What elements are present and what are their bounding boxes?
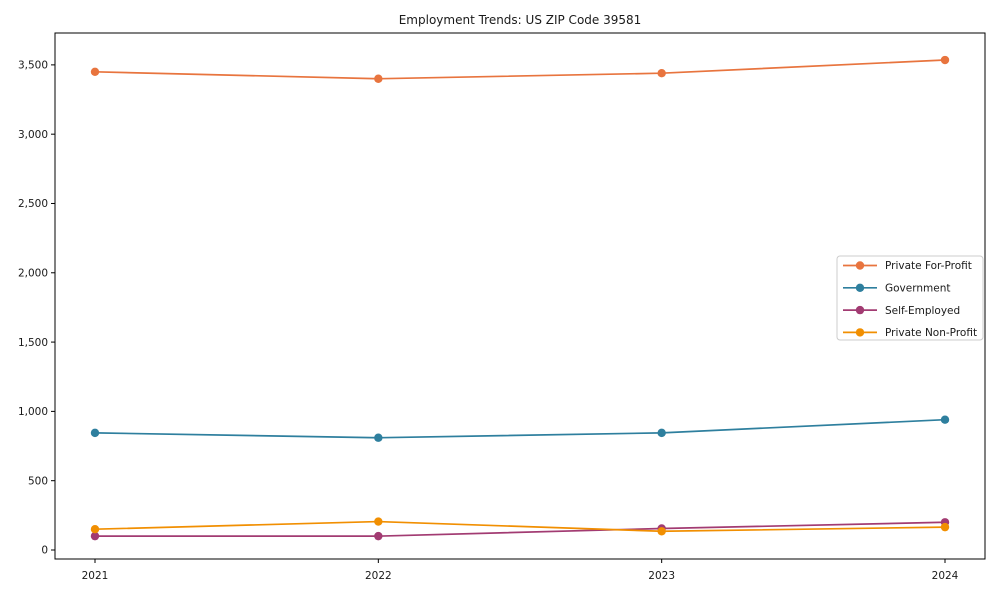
y-axis-tick-label: 3,500 [18, 60, 48, 72]
legend-item-label: Private For-Profit [885, 260, 972, 272]
legend-marker-icon [855, 328, 865, 337]
y-axis-tick-label: 2,500 [18, 198, 48, 210]
legend-marker-icon [855, 261, 865, 270]
series-line-self-employed [94, 521, 946, 537]
data-point [374, 531, 383, 541]
data-point [374, 517, 383, 526]
legend: Private For-Profit Government Self-Employe… [836, 255, 984, 341]
legend-item: Government [843, 283, 950, 295]
chart-title: Employment Trends: US ZIP Code 39581 [399, 13, 642, 27]
data-point [90, 531, 100, 541]
y-axis-tick-label: 3,000 [18, 129, 48, 141]
plot-area: 0 500 1,000 1,500 2,000 2,500 3,000 3,500 2021 20… [18, 32, 986, 582]
data-point [940, 522, 950, 532]
data-point [374, 74, 383, 83]
data-point [90, 428, 100, 438]
data-point [90, 525, 100, 534]
y-axis-tick-label: 0 [41, 545, 48, 557]
y-axis-tick-label: 1,000 [18, 406, 48, 418]
y-axis-tick-label: 1,500 [18, 337, 48, 349]
data-point [940, 55, 950, 65]
legend-item: Self-Employed [843, 305, 960, 317]
data-point [374, 433, 383, 442]
data-point [657, 527, 666, 536]
y-axis-tick-label: 2,000 [18, 267, 48, 279]
legend-box [836, 255, 984, 341]
y-axis-tick-label: 500 [28, 475, 48, 487]
legend-item-label: Private Non-Profit [885, 327, 977, 339]
legend-item: Private Non-Profit [843, 327, 977, 339]
data-point [657, 428, 666, 438]
legend-item-label: Self-Employed [885, 305, 960, 317]
series-line-government [94, 418, 946, 439]
series-line-private-non-profit [94, 520, 946, 533]
data-point [940, 415, 950, 424]
legend-item: Private For-Profit [843, 260, 972, 272]
x-axis-tick-label: 2023 [648, 570, 675, 582]
legend-marker-icon [855, 305, 865, 315]
series-line-private-for-profit [94, 59, 946, 80]
legend-marker-icon [855, 283, 865, 292]
data-point [90, 67, 100, 77]
x-axis-tick-label: 2024 [932, 570, 959, 582]
legend-item-label: Government [885, 283, 950, 295]
axes-spines [54, 32, 986, 560]
data-point [657, 68, 666, 78]
x-axis-tick-label: 2022 [365, 570, 392, 582]
x-axis-tick-label: 2021 [82, 570, 109, 582]
